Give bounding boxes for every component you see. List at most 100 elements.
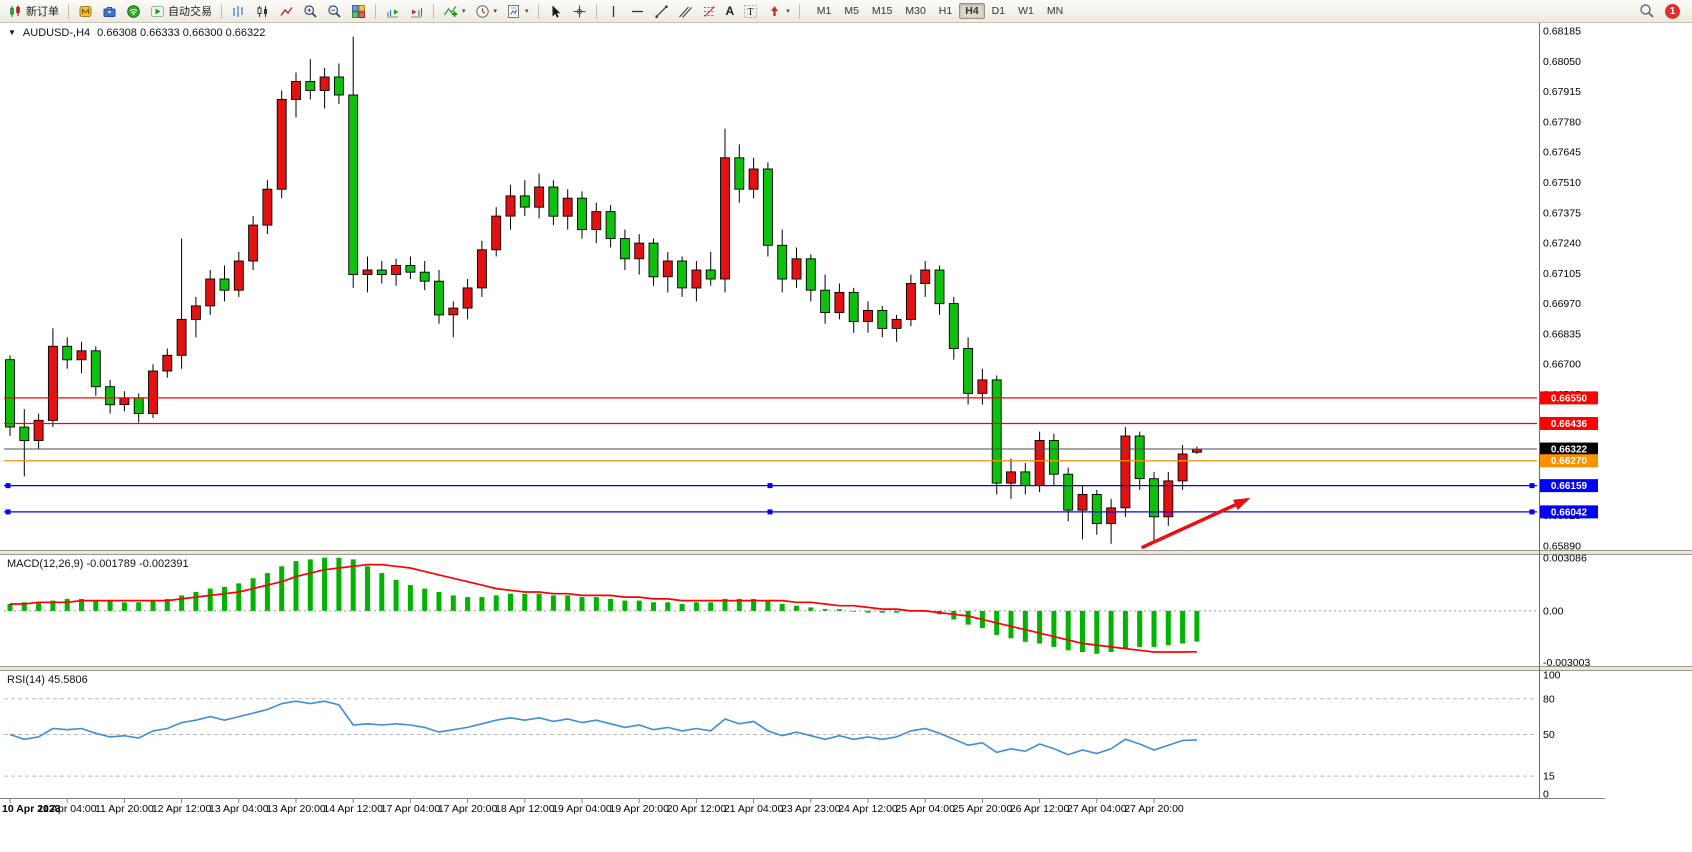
svg-text:13 Apr 04:00: 13 Apr 04:00 <box>209 803 269 815</box>
svg-text:13 Apr 20:00: 13 Apr 20:00 <box>266 803 326 815</box>
tf-button-m5[interactable]: M5 <box>844 5 859 17</box>
main-toolbar: 新订单 自动交易 ▾ ▾ ▾ A T ▾ M1 M5 M15 M30 H1 H4… <box>0 0 1692 23</box>
svg-text:20 Apr 12:00: 20 Apr 12:00 <box>667 803 727 815</box>
tf-button-d1[interactable]: D1 <box>991 5 1006 17</box>
line-chart-mode-button[interactable] <box>275 1 298 22</box>
toolbox-button[interactable] <box>98 1 121 22</box>
svg-text:0.00: 0.00 <box>1543 605 1564 617</box>
candle-chart-mode-button[interactable] <box>251 1 274 22</box>
tile-windows-button[interactable] <box>347 1 370 22</box>
search-icon[interactable] <box>1639 3 1655 19</box>
chart-canvas[interactable]: 0.68185 0.68050 0.67915 0.67780 0.67645 0.675… <box>0 23 1692 852</box>
timeframe-bar: M1 M5 M15 M30 H1 H4 D1 W1 MN <box>811 3 1069 19</box>
channel-tool-button[interactable] <box>674 1 697 22</box>
symbol-dropdown-icon[interactable]: ▼ <box>8 28 16 37</box>
trend-arrow[interactable] <box>1141 497 1251 549</box>
indicators-button[interactable]: ▾ <box>439 1 470 22</box>
toolbar-separator <box>375 3 376 19</box>
svg-text:80: 80 <box>1543 693 1555 705</box>
svg-text:0.66159: 0.66159 <box>1551 481 1588 492</box>
horizontal-line-tool-button[interactable] <box>626 1 649 22</box>
crosshair-tool-button[interactable] <box>568 1 591 22</box>
svg-text:11 Apr 04:00: 11 Apr 04:00 <box>38 803 97 815</box>
rsi-label: RSI(14) 45.5806 <box>7 674 88 686</box>
candles[interactable] <box>5 36 1202 544</box>
tile-windows-icon <box>352 4 365 18</box>
svg-text:0.67915: 0.67915 <box>1543 86 1581 98</box>
svg-text:T: T <box>748 7 754 18</box>
svg-text:18 Apr 12:00: 18 Apr 12:00 <box>495 803 555 815</box>
trendline-tool-button[interactable] <box>650 1 673 22</box>
toolbar-separator <box>537 3 539 19</box>
zoom-out-icon <box>328 4 341 18</box>
macd-label: MACD(12,26,9) -0.001789 -0.002391 <box>7 558 189 570</box>
svg-text:17 Apr 04:00: 17 Apr 04:00 <box>381 803 441 815</box>
tf-button-h4[interactable]: H4 <box>959 3 985 19</box>
new-order-icon <box>10 5 20 17</box>
dropdown-caret-icon: ▾ <box>786 7 790 15</box>
auto-scroll-button[interactable] <box>381 1 404 22</box>
svg-text:0.66550: 0.66550 <box>1551 393 1588 404</box>
tf-button-w1[interactable]: W1 <box>1018 5 1034 17</box>
zoom-in-button[interactable] <box>299 1 322 22</box>
arrows-tool-button[interactable]: ▾ <box>763 1 794 22</box>
svg-text:26 Apr 12:00: 26 Apr 12:00 <box>1010 803 1070 815</box>
tf-button-m30[interactable]: M30 <box>905 5 926 17</box>
svg-text:27 Apr 04:00: 27 Apr 04:00 <box>1067 803 1127 815</box>
autotrading-button[interactable]: 自动交易 <box>146 1 216 22</box>
autotrading-label: 自动交易 <box>168 6 212 18</box>
svg-text:0.66970: 0.66970 <box>1543 298 1581 310</box>
svg-text:21 Apr 04:00: 21 Apr 04:00 <box>724 803 784 815</box>
svg-text:0.67780: 0.67780 <box>1543 116 1581 128</box>
tf-button-mn[interactable]: MN <box>1046 5 1064 17</box>
svg-text:23 Apr 23:00: 23 Apr 23:00 <box>781 803 841 815</box>
bar-chart-icon <box>233 5 243 17</box>
svg-text:12 Apr 12:00: 12 Apr 12:00 <box>152 803 212 815</box>
templates-button[interactable]: ▾ <box>502 1 533 22</box>
cursor-tool-button[interactable] <box>544 1 567 22</box>
toolbar-separator <box>798 3 800 19</box>
svg-text:0.66042: 0.66042 <box>1551 507 1588 518</box>
arrow-tool-icon <box>771 5 779 16</box>
toolbar-right: 1 <box>1639 3 1688 19</box>
tf-button-m1[interactable]: M1 <box>816 5 832 17</box>
fibonacci-icon <box>703 5 715 17</box>
vertical-line-tool-button[interactable] <box>602 1 625 22</box>
line-chart-icon <box>280 6 293 16</box>
svg-text:11 Apr 20:00: 11 Apr 20:00 <box>95 803 154 815</box>
notification-badge[interactable]: 1 <box>1665 3 1680 19</box>
svg-text:19 Apr 20:00: 19 Apr 20:00 <box>609 803 669 815</box>
chart-shift-icon <box>411 7 422 17</box>
svg-text:15: 15 <box>1543 771 1555 783</box>
svg-text:19 Apr 04:00: 19 Apr 04:00 <box>552 803 612 815</box>
crosshair-icon <box>573 5 586 17</box>
ohlc-values: 0.66308 0.66333 0.66300 0.66322 <box>97 27 266 39</box>
svg-text:0.67240: 0.67240 <box>1543 238 1581 250</box>
new-order-button[interactable]: 新订单 <box>4 1 63 22</box>
signals-icon <box>127 4 140 18</box>
autotrading-icon <box>151 5 164 17</box>
svg-text:14 Apr 12:00: 14 Apr 12:00 <box>323 803 383 815</box>
periods-button[interactable]: ▾ <box>471 1 502 22</box>
signals-button[interactable] <box>122 1 145 22</box>
zoom-out-button[interactable] <box>323 1 346 22</box>
text-label-tool-button[interactable]: T <box>739 1 762 22</box>
horizontal-line-icon <box>631 10 643 12</box>
vertical-line-icon <box>612 5 614 17</box>
panel-separators[interactable] <box>0 23 1692 798</box>
macd-panel: 0.003086 0.00 -0.003003 <box>4 552 1590 669</box>
bar-chart-mode-button[interactable] <box>227 1 250 22</box>
text-tool-button[interactable]: A <box>722 1 739 22</box>
tf-button-m15[interactable]: M15 <box>871 5 893 17</box>
fibonacci-tool-button[interactable] <box>698 1 721 22</box>
svg-text:0.65890: 0.65890 <box>1543 541 1581 553</box>
auto-scroll-icon <box>387 9 399 17</box>
tf-button-h1[interactable]: H1 <box>938 5 953 17</box>
chart-shift-button[interactable] <box>405 1 428 22</box>
metaeditor-button[interactable] <box>74 1 97 22</box>
chart-window[interactable]: 0.68185 0.68050 0.67915 0.67780 0.67645 0.675… <box>0 23 1692 852</box>
toolbar-separator <box>68 3 69 19</box>
dropdown-caret-icon: ▾ <box>462 7 466 15</box>
